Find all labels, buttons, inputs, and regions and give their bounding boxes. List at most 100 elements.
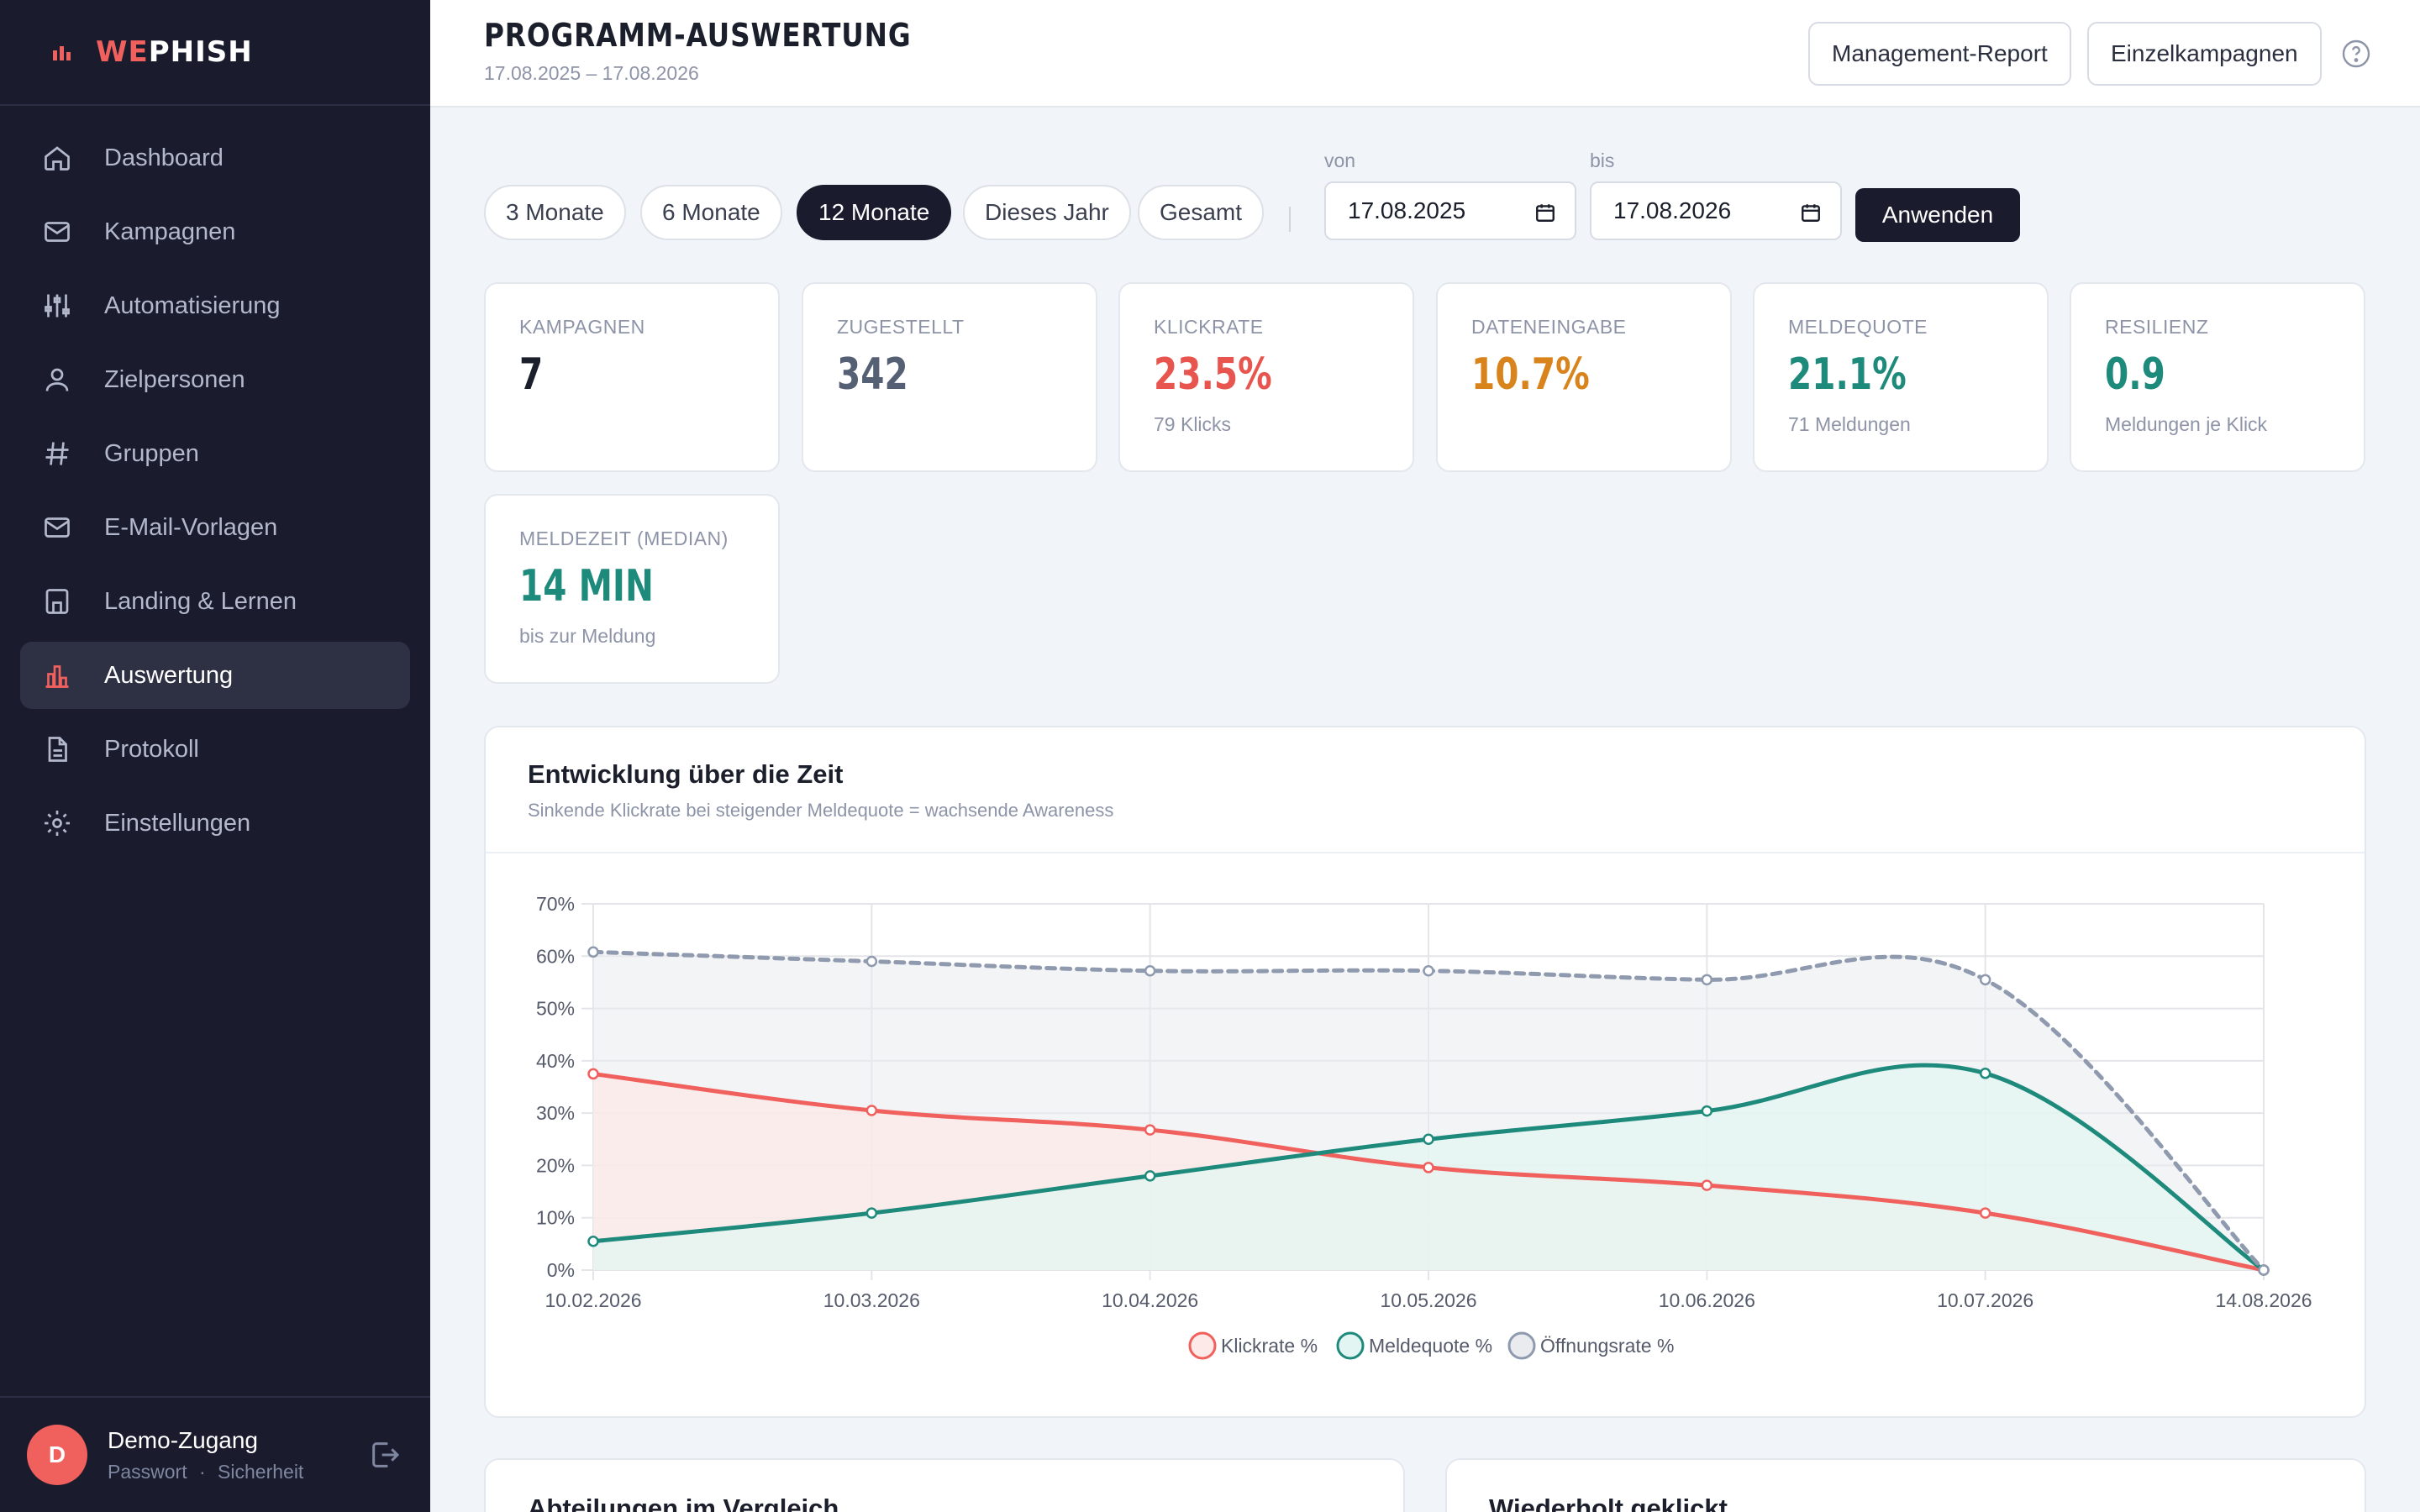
security-link[interactable]: Sicherheit bbox=[218, 1460, 304, 1483]
chart-subtitle: Sinkende Klickrate bei steigender Meldeq… bbox=[528, 800, 1114, 821]
data-point bbox=[587, 1068, 599, 1080]
kpi-label: MELDEZEIT (MEDIAN) bbox=[519, 528, 729, 549]
sidebar-item-dashboard[interactable]: Dashboard bbox=[20, 124, 410, 192]
trend-line-chart: 0% 10% 20% 30% 40% 50% 60% 70% 10.02.2026 10.03.2… bbox=[536, 893, 2312, 1360]
sidebar-item-automatisierung[interactable]: Automatisierung bbox=[20, 272, 410, 339]
departments-title: Abteilungen im Vergleich bbox=[528, 1494, 839, 1512]
data-point bbox=[1979, 1207, 1991, 1219]
user-info: Demo-Zugang Passwort · Sicherheit bbox=[108, 1427, 310, 1483]
period-3-months[interactable]: 3 Monate bbox=[484, 185, 626, 240]
page-date-range: 17.08.2025 – 17.08.2026 bbox=[484, 62, 699, 84]
trend-chart-card: Entwicklung über die Zeit Sinkende Klick… bbox=[484, 726, 2366, 1418]
chart-divider bbox=[486, 852, 2365, 853]
brand-name: WEPHISH bbox=[96, 35, 253, 69]
sidebar-item-label: Auswertung bbox=[104, 661, 234, 689]
legend-label: Klickrate % bbox=[1221, 1335, 1318, 1357]
brand[interactable]: WEPHISH bbox=[0, 0, 430, 106]
sidebar-item-auswertung[interactable]: Auswertung bbox=[20, 642, 410, 709]
kpi-value: 0.9 bbox=[2105, 349, 2165, 400]
data-point bbox=[1701, 1105, 1713, 1117]
from-label: von bbox=[1324, 150, 1356, 171]
sidebar-item-zielpersonen[interactable]: Zielpersonen bbox=[20, 346, 410, 413]
help-icon[interactable] bbox=[2341, 39, 2371, 69]
from-date-value: 17.08.2025 bbox=[1348, 197, 1466, 223]
data-point bbox=[1979, 974, 1991, 986]
y-tick-label: 40% bbox=[536, 1050, 575, 1072]
x-tick-label: 14.08.2026 bbox=[2215, 1289, 2312, 1311]
sidebar-item-label: Kampagnen bbox=[104, 218, 236, 245]
envelope-icon bbox=[45, 222, 70, 242]
einzelkampagnen-button[interactable]: Einzelkampagnen bbox=[2087, 22, 2322, 86]
y-tick-label: 0% bbox=[547, 1259, 575, 1281]
period-this-year[interactable]: Dieses Jahr bbox=[963, 185, 1131, 240]
data-point bbox=[587, 946, 599, 958]
sidebar-item-label: Einstellungen bbox=[104, 809, 251, 837]
sidebar-nav: Dashboard Kampagnen Automatisierung Ziel… bbox=[0, 106, 430, 857]
calendar-icon[interactable] bbox=[1800, 202, 1822, 223]
data-point bbox=[865, 1207, 878, 1219]
kpi-sub: 71 Meldungen bbox=[1788, 413, 1911, 435]
y-tick-label: 60% bbox=[536, 945, 575, 967]
data-point bbox=[1423, 1162, 1434, 1173]
bar-chart-logo-icon bbox=[53, 46, 71, 60]
sidebar-item-email-vorlagen[interactable]: E-Mail-Vorlagen bbox=[20, 494, 410, 561]
sidebar-item-label: Protokoll bbox=[104, 735, 199, 763]
sidebar-item-landing[interactable]: Landing & Lernen bbox=[20, 568, 410, 635]
period-12-months[interactable]: 12 Monate bbox=[797, 185, 952, 240]
legend-swatch bbox=[1507, 1331, 1536, 1360]
period-6-months[interactable]: 6 Monate bbox=[640, 185, 782, 240]
kpi-label: MELDEQUOTE bbox=[1788, 316, 1928, 338]
kpi-label: KLICKRATE bbox=[1154, 316, 1264, 338]
x-tick-label: 10.02.2026 bbox=[544, 1289, 641, 1311]
sidebar: WEPHISH Dashboard Kampagnen Automatisier… bbox=[0, 0, 430, 1512]
to-date-input[interactable]: 17.08.2026 bbox=[1590, 181, 1842, 240]
period-total[interactable]: Gesamt bbox=[1138, 185, 1265, 240]
y-tick-label: 50% bbox=[536, 998, 575, 1020]
data-point bbox=[1423, 1133, 1434, 1146]
kpi-label: ZUGESTELLT bbox=[837, 316, 965, 338]
data-point bbox=[1701, 974, 1713, 986]
document-icon bbox=[48, 737, 67, 762]
top-header: PROGRAMM-AUSWERTUNG 17.08.2025 – 17.08.2… bbox=[430, 0, 2420, 108]
repeat-clickers-title: Wiederholt geklickt bbox=[1489, 1494, 1728, 1512]
kpi-sub: bis zur Meldung bbox=[519, 625, 656, 647]
x-tick-label: 10.07.2026 bbox=[1937, 1289, 2033, 1311]
user-icon bbox=[45, 368, 69, 391]
departments-card: Abteilungen im Vergleich bbox=[484, 1458, 1405, 1512]
brand-prefix: WE bbox=[96, 35, 149, 69]
logout-icon[interactable] bbox=[368, 1438, 402, 1472]
chart-title: Entwicklung über die Zeit bbox=[528, 759, 844, 789]
kpi-card-resilienz: RESILIENZ 0.9 Meldungen je Klick bbox=[2070, 282, 2365, 472]
kpi-label: DATENEINGABE bbox=[1471, 316, 1627, 338]
sliders-icon bbox=[45, 294, 70, 318]
data-point bbox=[1144, 1170, 1156, 1182]
data-point bbox=[587, 1235, 599, 1247]
user-name: Demo-Zugang bbox=[108, 1426, 258, 1453]
avatar[interactable]: D bbox=[27, 1425, 87, 1485]
kpi-label: KAMPAGNEN bbox=[519, 316, 645, 338]
gear-icon bbox=[45, 811, 70, 836]
sidebar-item-kampagnen[interactable]: Kampagnen bbox=[20, 198, 410, 265]
repeat-clickers-card: Wiederholt geklickt bbox=[1445, 1458, 2366, 1512]
legend-swatch bbox=[1336, 1331, 1365, 1360]
sidebar-item-einstellungen[interactable]: Einstellungen bbox=[20, 790, 410, 857]
apply-button[interactable]: Anwenden bbox=[1855, 188, 2020, 242]
from-date-input[interactable]: 17.08.2025 bbox=[1324, 181, 1576, 240]
user-links: Passwort · Sicherheit bbox=[108, 1461, 310, 1483]
kpi-sub: Meldungen je Klick bbox=[2105, 413, 2268, 435]
password-link[interactable]: Passwort bbox=[108, 1460, 187, 1483]
sidebar-item-protokoll[interactable]: Protokoll bbox=[20, 716, 410, 783]
brand-suffix: PHISH bbox=[148, 35, 253, 69]
hash-icon bbox=[45, 442, 69, 465]
data-point bbox=[1979, 1068, 1991, 1079]
sidebar-item-gruppen[interactable]: Gruppen bbox=[20, 420, 410, 487]
sidebar-item-label: Dashboard bbox=[104, 144, 224, 171]
filter-separator bbox=[1289, 207, 1291, 232]
calendar-icon[interactable] bbox=[1534, 202, 1556, 223]
bar-chart-icon bbox=[45, 665, 69, 688]
management-report-button[interactable]: Management-Report bbox=[1808, 22, 2071, 86]
y-tick-label: 70% bbox=[536, 893, 575, 915]
home-icon bbox=[45, 146, 70, 171]
data-point bbox=[1144, 964, 1156, 977]
kpi-card-kampagnen: KAMPAGNEN 7 bbox=[484, 282, 780, 472]
